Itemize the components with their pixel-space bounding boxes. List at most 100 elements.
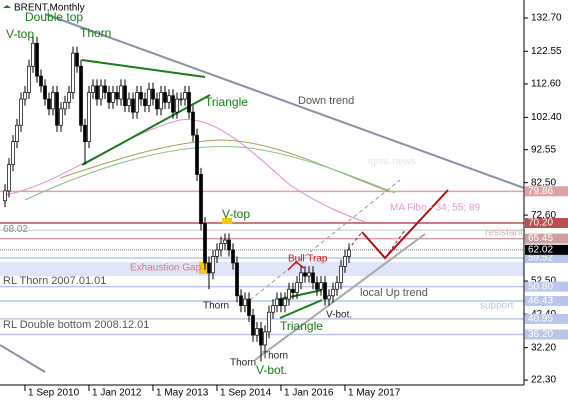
candle-body bbox=[11, 141, 15, 165]
level-label: 50.80 bbox=[528, 281, 553, 292]
gap-marker bbox=[199, 262, 209, 274]
candle-body bbox=[83, 124, 87, 143]
candle-body bbox=[343, 256, 347, 267]
candle-body bbox=[271, 305, 275, 313]
candle-body bbox=[115, 92, 119, 100]
y-tick-label: 112.60 bbox=[531, 79, 561, 90]
candle-body bbox=[187, 92, 191, 113]
annotation: Double top bbox=[25, 10, 83, 24]
x-tick-label: 1 Sep 2010 bbox=[28, 388, 80, 399]
candle-body bbox=[3, 190, 7, 202]
candle-body bbox=[123, 85, 127, 106]
y-tick-label: 52.50 bbox=[531, 276, 556, 287]
candle-body bbox=[235, 262, 239, 297]
candle-body bbox=[211, 256, 215, 274]
candle-body bbox=[167, 95, 171, 103]
annotation: Down trend bbox=[298, 95, 354, 107]
y-tick-label: 22.30 bbox=[531, 375, 556, 386]
candle-body bbox=[347, 249, 351, 257]
annotation: Thorn bbox=[262, 351, 288, 362]
candle-body bbox=[31, 42, 35, 67]
candle-body bbox=[15, 124, 19, 143]
axes-layer: 132.70 122.55 112.60 102.40 92.55 82.50 72.60 5… bbox=[24, 13, 568, 399]
candle-body bbox=[283, 298, 287, 306]
candle-body bbox=[315, 282, 319, 290]
candle-body bbox=[163, 92, 167, 103]
candle-body bbox=[95, 85, 99, 100]
chart-title: BRENT,Monthly bbox=[14, 3, 85, 14]
candles-layer bbox=[3, 36, 351, 362]
candle-body bbox=[251, 315, 255, 336]
candle-body bbox=[319, 282, 323, 290]
candle-body bbox=[155, 98, 159, 110]
candle-body bbox=[299, 272, 303, 284]
y-tick-label: 102.40 bbox=[531, 112, 562, 123]
last-price-label: 62.02 bbox=[528, 244, 553, 255]
drawings bbox=[0, 13, 524, 373]
annotation: Thorn bbox=[80, 26, 111, 40]
level-label-box bbox=[525, 313, 568, 324]
candle-body bbox=[139, 92, 143, 100]
level-label: 79.86 bbox=[528, 186, 553, 197]
candle-body bbox=[207, 262, 211, 274]
candle-body bbox=[175, 98, 179, 113]
candle-body bbox=[147, 88, 151, 106]
last-price-box bbox=[525, 244, 568, 255]
candle-body bbox=[215, 249, 219, 257]
candle-body bbox=[87, 92, 91, 143]
bull-trap-mark bbox=[287, 261, 305, 271]
candle-body bbox=[267, 311, 271, 333]
y-tick-label: 82.50 bbox=[531, 177, 556, 188]
down-trend-line bbox=[44, 13, 524, 189]
candle-body bbox=[23, 92, 27, 100]
annotation: Triangle bbox=[205, 95, 248, 109]
level-label: 70.20 bbox=[528, 218, 553, 229]
annotation: Exhaustion Gap bbox=[130, 263, 202, 274]
candle-body bbox=[151, 88, 155, 100]
candle-body bbox=[27, 65, 31, 93]
y-tick-label: 122.55 bbox=[531, 46, 562, 57]
annotation: Triangle bbox=[280, 319, 323, 333]
candle-body bbox=[303, 272, 307, 277]
level-label-box bbox=[525, 233, 568, 244]
candle-body bbox=[99, 85, 103, 100]
triangle-bottom bbox=[279, 299, 323, 319]
candle-body bbox=[311, 272, 315, 284]
level-label: 59.52 bbox=[528, 253, 553, 264]
annotation: RL Double bottom 2008.12.01 bbox=[3, 319, 149, 331]
candle-body bbox=[159, 92, 163, 110]
candle-body bbox=[35, 42, 39, 77]
candle-body bbox=[51, 92, 55, 110]
x-tick-label: 1 May 2017 bbox=[348, 388, 401, 399]
candle-body bbox=[63, 101, 67, 110]
symbol-icon bbox=[3, 5, 11, 8]
candle-body bbox=[71, 52, 75, 93]
local-up-trend-line bbox=[254, 233, 426, 361]
candle-body bbox=[75, 52, 79, 67]
candle-body bbox=[331, 288, 335, 297]
candle-body bbox=[231, 249, 235, 264]
candle-body bbox=[195, 134, 199, 175]
x-tick-label: 1 May 2013 bbox=[156, 388, 209, 399]
candle-body bbox=[247, 298, 251, 316]
candle-body bbox=[119, 85, 123, 100]
watermark: ignat.news bbox=[368, 157, 416, 168]
candle-body bbox=[127, 98, 131, 106]
y-tick-label: 32.20 bbox=[531, 342, 556, 353]
candle-body bbox=[67, 92, 71, 103]
candle-body bbox=[275, 298, 279, 306]
annotation: V-bot. bbox=[326, 310, 352, 321]
annotation: Thorn bbox=[203, 301, 229, 312]
trend-line bbox=[0, 344, 46, 373]
candle-body bbox=[287, 288, 291, 300]
candle-body bbox=[239, 295, 243, 306]
annotation: Bull Trap bbox=[288, 254, 328, 265]
candle-body bbox=[335, 282, 339, 290]
candle-body bbox=[91, 85, 95, 93]
candle-body bbox=[103, 85, 107, 93]
candle-body bbox=[19, 98, 23, 126]
level-label: 46.43 bbox=[528, 296, 553, 307]
x-tick-label: 1 Jan 2016 bbox=[284, 388, 334, 399]
candle-body bbox=[219, 242, 223, 251]
